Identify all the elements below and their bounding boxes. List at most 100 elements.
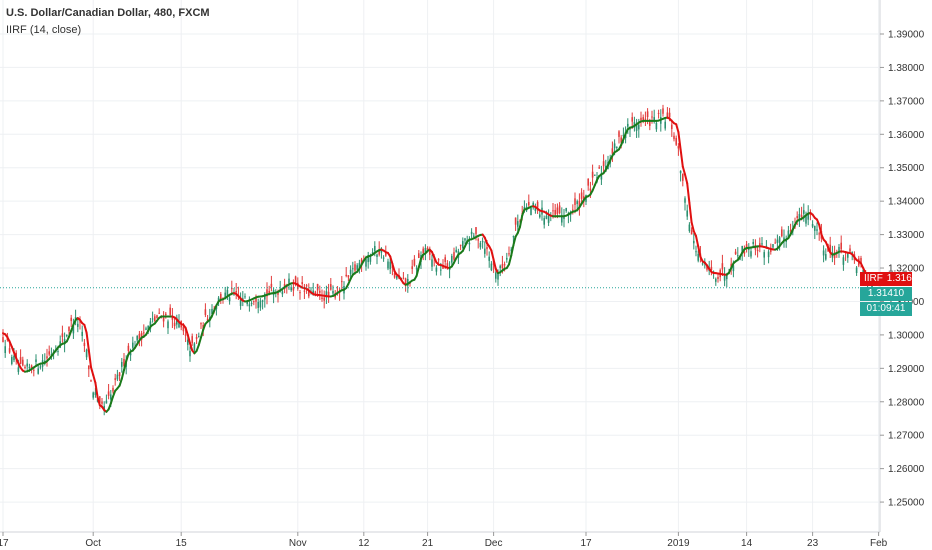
candle-body (149, 321, 152, 329)
candle-body (644, 118, 647, 120)
candle-body (211, 308, 213, 315)
candle-body (774, 242, 776, 244)
candle-body (195, 337, 198, 339)
candle-body (171, 315, 174, 320)
candle-body (767, 251, 770, 258)
candle-body (671, 124, 673, 130)
candle-body (532, 202, 534, 206)
candle-body (136, 335, 138, 341)
candle-body (829, 244, 831, 252)
iirf-segment (197, 336, 202, 347)
candle-body (481, 241, 484, 243)
candle-body (169, 307, 171, 315)
candle-body (578, 200, 581, 208)
candle-body (464, 238, 466, 241)
symbol-title: U.S. Dollar/Canadian Dollar, 480, FXCM (6, 7, 210, 19)
candle-body (851, 252, 853, 254)
iirf-segment (391, 262, 396, 273)
candle-body (761, 243, 763, 245)
candle-body (822, 250, 825, 256)
x-tick-label: 12 (358, 538, 370, 549)
y-tick-label: 1.28000 (888, 397, 925, 408)
candle-body (715, 278, 717, 282)
candle-body (732, 265, 735, 272)
candle-body (22, 359, 24, 366)
candle-body (666, 112, 669, 119)
candle-body (246, 301, 248, 305)
candle-body (468, 242, 471, 245)
y-tick-label: 1.38000 (888, 63, 925, 74)
candle-body (512, 236, 515, 238)
candle-body (651, 116, 653, 118)
iirf-segment (202, 322, 207, 331)
candle-body (178, 321, 180, 328)
candle-body (369, 255, 372, 262)
candle-body (442, 265, 444, 269)
y-tick-label: 1.39000 (888, 30, 925, 41)
candle-body (437, 259, 440, 261)
candle-body (424, 247, 427, 253)
candle-body (206, 318, 209, 321)
iirf-segment (679, 148, 684, 168)
iirf-segment (112, 389, 117, 398)
candle-body (814, 225, 816, 231)
candle-body (723, 274, 726, 281)
candle-body (101, 401, 103, 404)
candle-body (37, 368, 39, 374)
iirf-value-tag: IIRF 1.31610 (860, 272, 923, 286)
x-tick-label: Dec (485, 538, 503, 549)
candle-body (556, 207, 559, 214)
candle-body (316, 283, 319, 291)
y-tick-label: 1.33000 (888, 230, 925, 241)
candle-body (818, 233, 820, 235)
candle-body (576, 201, 578, 205)
x-tick-label: 17 (580, 538, 592, 549)
candle-body (81, 331, 83, 336)
candle-body (737, 255, 739, 257)
candle-body (118, 372, 121, 377)
candle-body (594, 174, 596, 176)
countdown-tag: 01:09:41 (860, 302, 912, 316)
candle-body (750, 251, 752, 257)
iirf-segment (186, 333, 191, 345)
candle-body (668, 112, 671, 118)
iirf-segment (490, 249, 495, 261)
candle-body (193, 343, 196, 351)
candle-body (204, 309, 207, 315)
candle-body (686, 210, 688, 217)
candle-body (374, 245, 376, 252)
candle-body (264, 293, 266, 300)
iirf-segment (622, 132, 627, 141)
x-tick-label: 2019 (667, 538, 690, 549)
iirf-segment (688, 201, 693, 224)
candle-body (745, 244, 748, 250)
y-tick-label: 1.30000 (888, 330, 925, 341)
candle-body (11, 356, 13, 364)
candle-body (673, 135, 675, 140)
candle-body (63, 338, 66, 345)
candle-body (114, 378, 116, 380)
candle-body (783, 237, 785, 241)
iirf-segment (125, 353, 130, 363)
iirf-segment (200, 328, 205, 339)
candle-body (600, 173, 603, 180)
candle-body (690, 230, 693, 235)
candle-body (162, 317, 165, 322)
candle-body (105, 400, 108, 404)
candle-body (477, 239, 479, 241)
candle-body (805, 216, 807, 224)
candle-body (613, 143, 616, 149)
candle-body (422, 248, 424, 254)
candle-body (187, 339, 189, 345)
candle-body (312, 290, 314, 294)
candle-body (756, 249, 759, 252)
candle-body (30, 365, 33, 369)
candle-body (235, 291, 237, 293)
candle-body (800, 215, 803, 217)
candle-body (176, 317, 178, 325)
candle-body (151, 318, 154, 320)
candle-body (435, 267, 438, 272)
candle-body (35, 359, 37, 362)
candle-body (402, 277, 405, 279)
